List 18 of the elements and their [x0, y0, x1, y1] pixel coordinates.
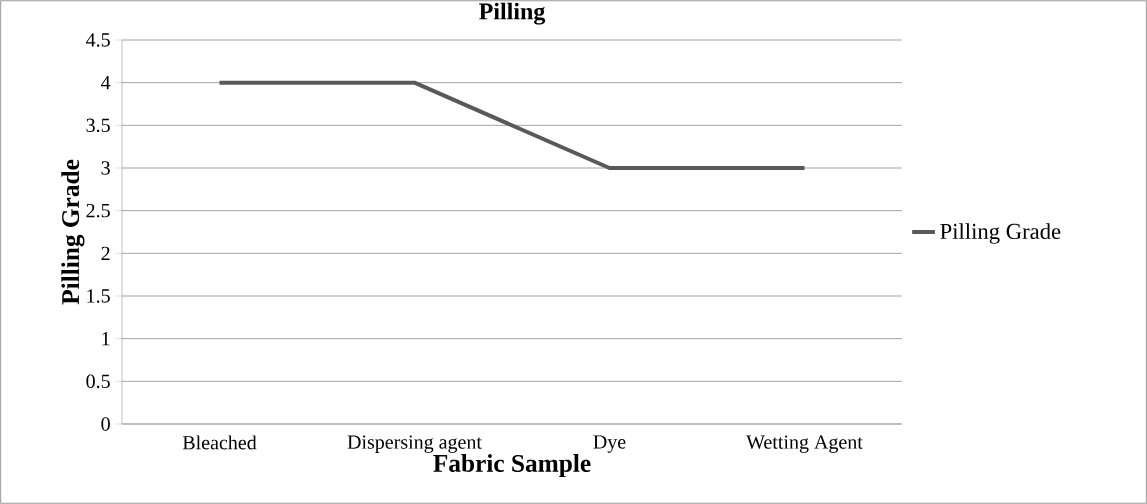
y-tick-label: 3.5: [86, 118, 110, 133]
x-axis-title: Fabric Sample: [433, 454, 591, 478]
x-tick-label: Dye: [593, 435, 626, 453]
y-tick-label: 3: [101, 161, 110, 175]
y-tick-label: 4: [101, 76, 111, 90]
y-tick-label: 1.5: [87, 289, 110, 303]
x-tick-label: Dispersing agent: [347, 435, 482, 453]
y-tick-label: 0.5: [86, 374, 110, 389]
y-tick-label: 4.5: [86, 33, 110, 47]
legend-label: Pilling Grade: [940, 223, 1061, 244]
y-tick-label: 2.5: [86, 203, 110, 218]
y-tick-label: 2: [101, 246, 110, 260]
x-tick-label: Wetting Agent: [746, 435, 863, 453]
x-tick-label: Bleached: [182, 435, 257, 450]
chart-title: Pilling: [479, 2, 546, 25]
y-tick-label: 1: [102, 332, 110, 346]
y-axis-title: Pilling Grade: [61, 159, 85, 305]
y-tick-label: 0: [101, 417, 110, 431]
